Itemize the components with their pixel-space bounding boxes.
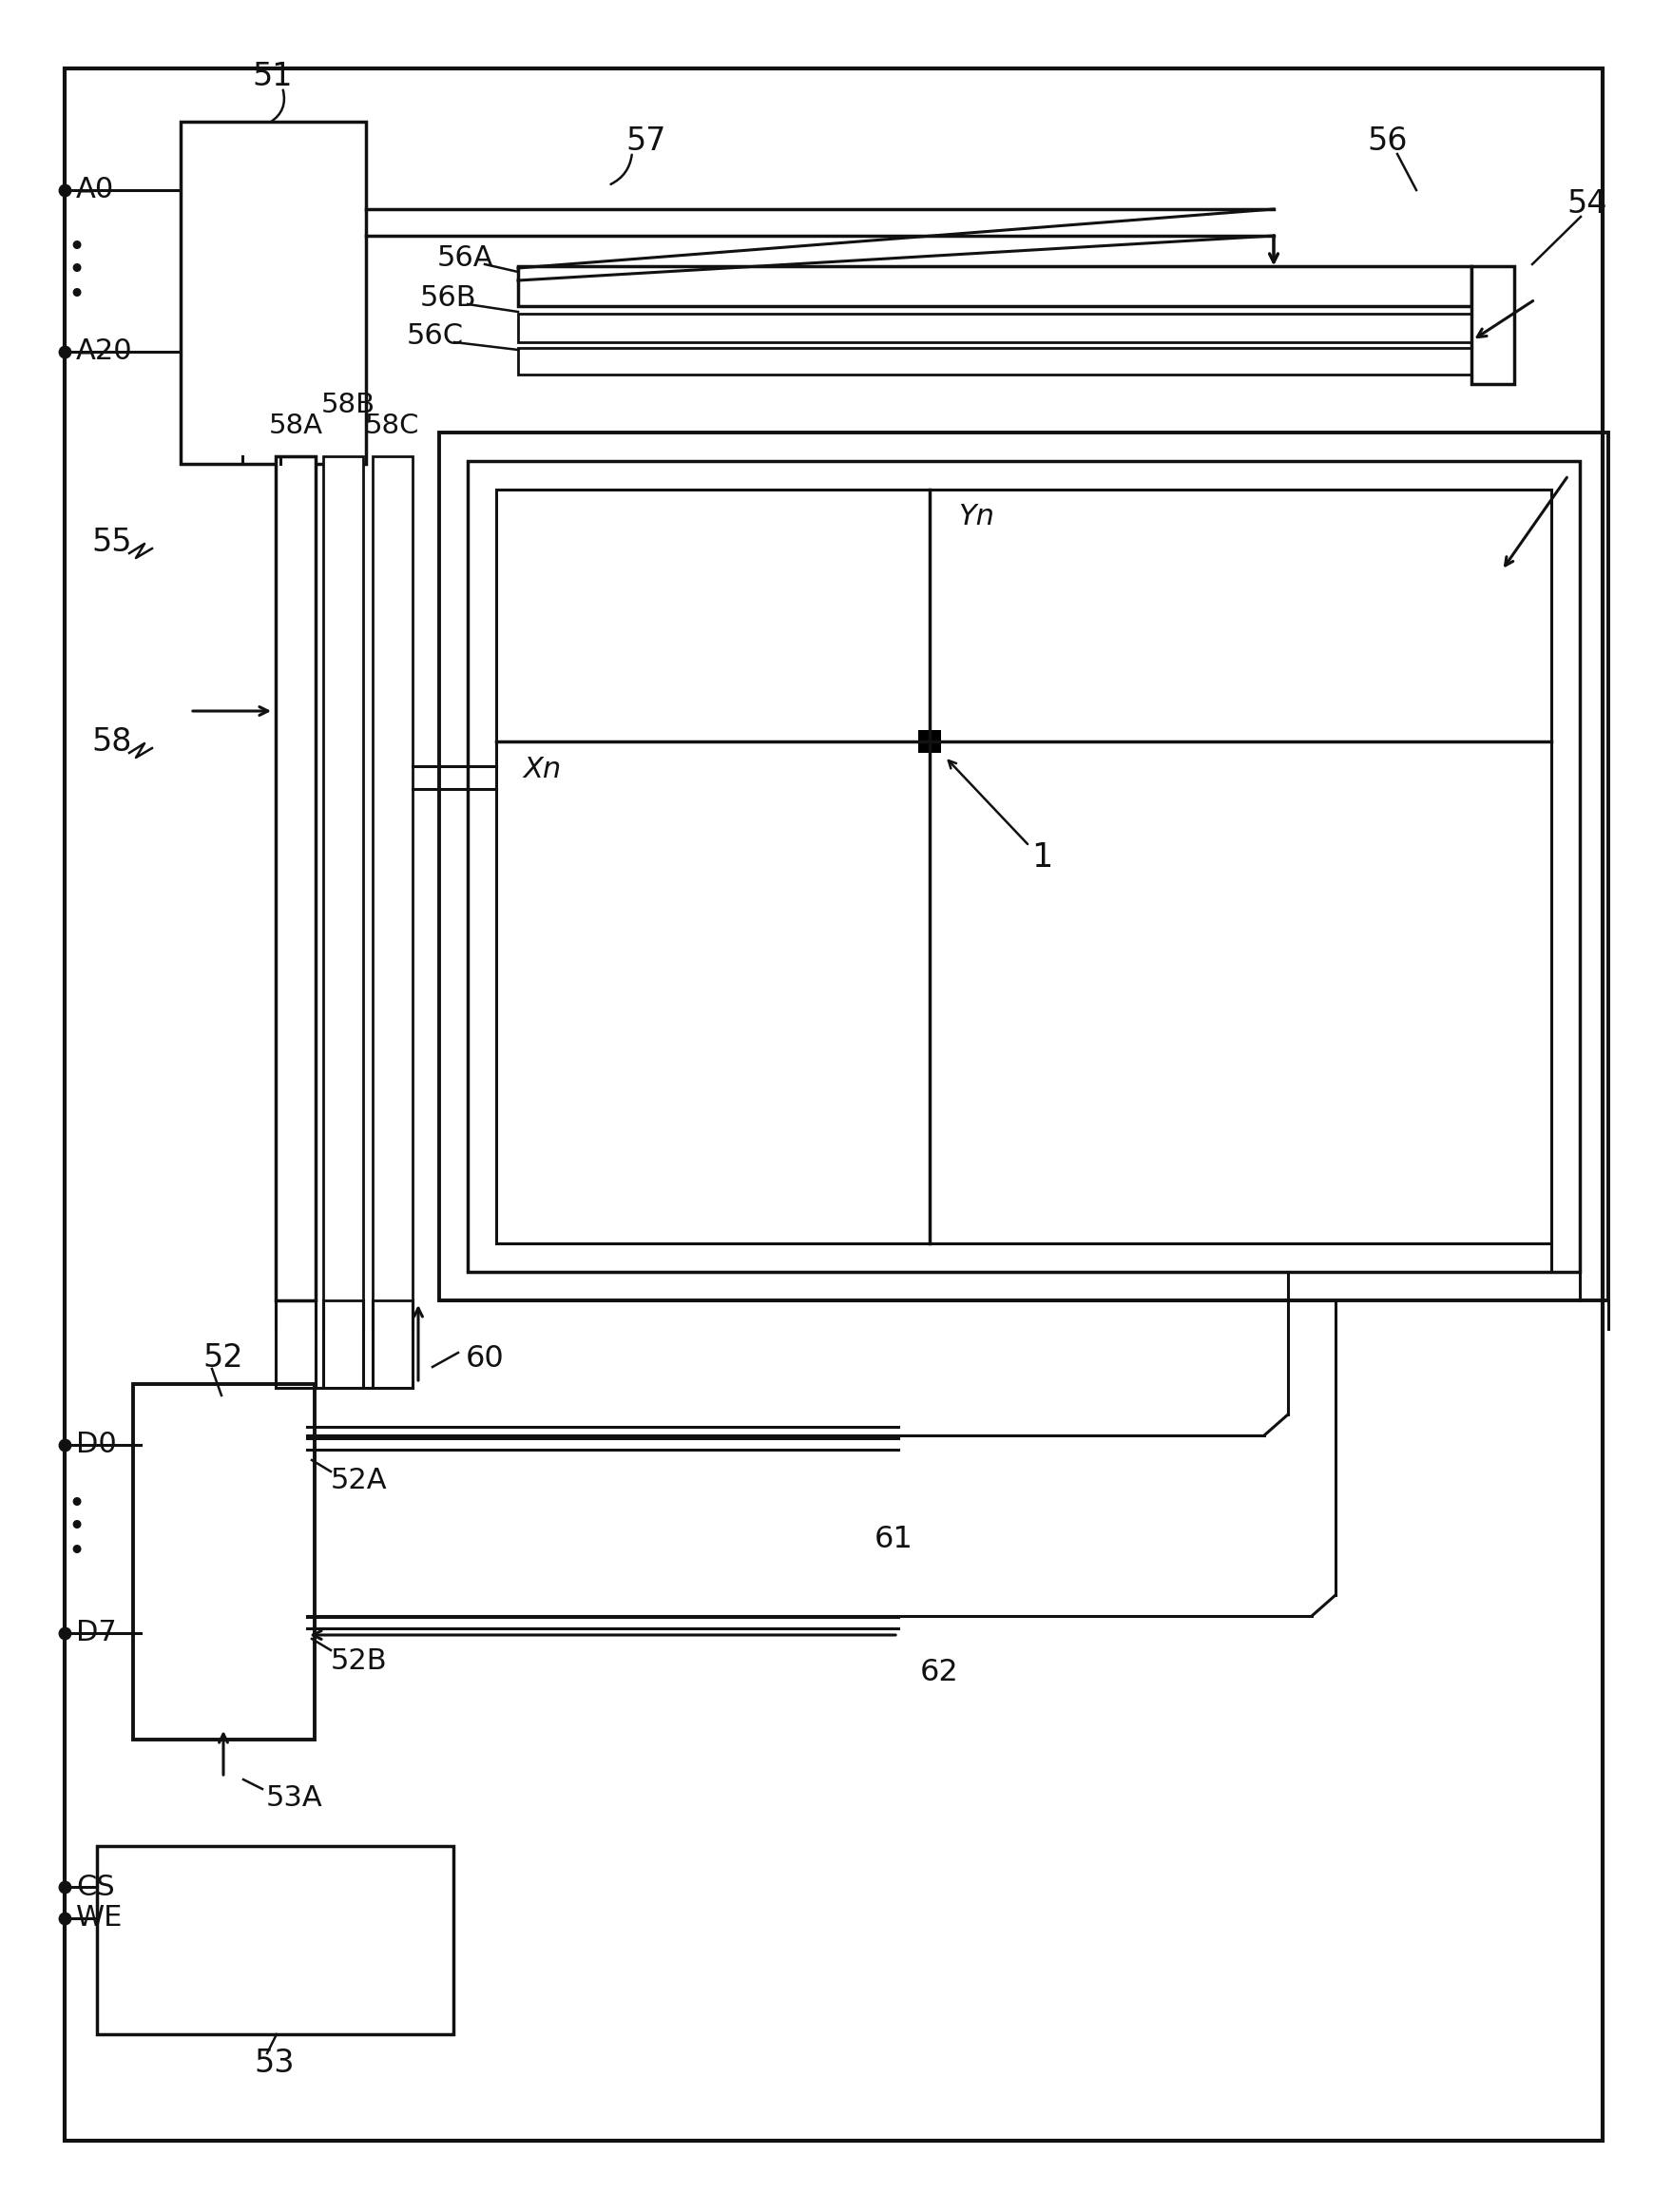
Text: A20: A20 xyxy=(75,338,132,365)
Bar xyxy=(276,456,316,1301)
Text: 56A: 56A xyxy=(438,246,495,272)
Text: 1: 1 xyxy=(1032,841,1052,874)
Bar xyxy=(440,434,1608,1301)
Text: 58C: 58C xyxy=(364,414,420,440)
Text: D7: D7 xyxy=(75,1619,117,1648)
Bar xyxy=(134,1385,314,1739)
Text: 57: 57 xyxy=(627,126,667,157)
Bar xyxy=(181,122,366,465)
Text: 53: 53 xyxy=(254,2046,294,2079)
Bar xyxy=(97,1847,453,2035)
Text: D0: D0 xyxy=(75,1431,117,1458)
Text: 52: 52 xyxy=(202,1343,244,1374)
Text: CS: CS xyxy=(75,1874,115,1900)
Text: 52B: 52B xyxy=(331,1648,388,1674)
Text: 55: 55 xyxy=(92,526,132,557)
Text: 52A: 52A xyxy=(331,1467,388,1495)
Bar xyxy=(468,460,1580,1272)
Text: •: • xyxy=(67,1537,85,1566)
Text: •: • xyxy=(67,234,85,261)
Bar xyxy=(140,1577,308,1728)
Bar xyxy=(518,314,1471,343)
Text: 56C: 56C xyxy=(406,323,463,349)
Text: •: • xyxy=(67,281,85,307)
Text: 58: 58 xyxy=(92,726,132,757)
Text: •: • xyxy=(67,1513,85,1542)
Text: 54: 54 xyxy=(1567,188,1607,219)
Bar xyxy=(323,456,363,1301)
Text: •: • xyxy=(67,257,85,285)
Text: 58B: 58B xyxy=(321,392,375,418)
Bar xyxy=(518,347,1471,374)
Text: 51: 51 xyxy=(252,60,293,91)
Text: 56: 56 xyxy=(1368,126,1408,157)
Text: 62: 62 xyxy=(920,1659,958,1688)
Bar xyxy=(918,730,941,752)
Bar xyxy=(373,456,413,1301)
Text: 58A: 58A xyxy=(269,414,323,440)
Text: •: • xyxy=(67,1491,85,1517)
Bar xyxy=(518,265,1471,305)
Text: Yn: Yn xyxy=(958,502,995,531)
Text: Xn: Xn xyxy=(523,757,562,783)
Bar xyxy=(497,489,1552,1243)
Text: 53A: 53A xyxy=(266,1785,323,1812)
Text: 60: 60 xyxy=(466,1345,505,1374)
Text: 61: 61 xyxy=(874,1526,913,1555)
Text: A0: A0 xyxy=(75,177,114,204)
Bar xyxy=(140,1396,308,1546)
Text: 56B: 56B xyxy=(420,285,477,312)
Text: WE: WE xyxy=(75,1905,124,1931)
Bar xyxy=(1471,265,1515,385)
